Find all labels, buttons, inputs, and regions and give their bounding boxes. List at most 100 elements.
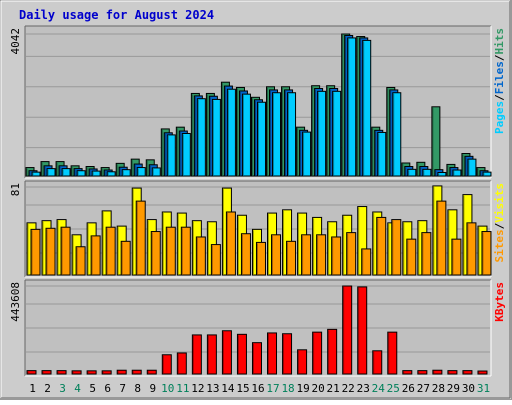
bar-pages-day-1	[31, 171, 41, 177]
bar-pages-day-20	[317, 90, 327, 177]
x-tick-label-day-15: 15	[236, 382, 249, 395]
bar-kbytes-day-30	[462, 370, 473, 375]
x-tick-label-day-2: 2	[44, 382, 51, 395]
bar-pages-day-6	[106, 171, 116, 177]
bar-pages-day-31	[482, 171, 492, 177]
bar-kbytes-day-3	[56, 370, 67, 375]
bar-sites-day-8	[135, 200, 146, 276]
x-tick-label-day-23: 23	[357, 382, 370, 395]
x-tick-label-day-28: 28	[432, 382, 445, 395]
legend-sites: Sites	[493, 229, 506, 262]
bar-sites-day-30	[466, 222, 477, 276]
x-tick-label-day-1: 1	[29, 382, 36, 395]
x-tick-label-day-21: 21	[327, 382, 340, 395]
bar-pages-day-28	[437, 171, 447, 177]
panel-visitors-ymax-label: 81	[9, 183, 22, 196]
x-tick-label-day-24: 24	[372, 382, 386, 395]
bar-pages-day-4	[76, 170, 86, 177]
bar-kbytes-day-16	[251, 342, 262, 375]
bar-kbytes-day-23	[357, 286, 368, 375]
x-axis-day-labels: 1 2 3 4 5 6 7 8 9 10 11 12 13 14 15 16 17 18 19 20 21 22 23 24 2…	[29, 382, 490, 395]
bar-pages-day-26	[407, 168, 417, 177]
x-tick-label-day-27: 27	[417, 382, 430, 395]
panel-kbytes-bars	[26, 285, 488, 375]
bar-kbytes-day-31	[477, 370, 488, 375]
bar-kbytes-day-28	[432, 369, 443, 375]
x-tick-label-day-25: 25	[387, 382, 400, 395]
panel-visitors-bars	[26, 185, 492, 276]
bar-sites-day-21	[331, 236, 342, 276]
bar-sites-day-29	[451, 238, 462, 276]
bar-pages-day-21	[332, 90, 342, 177]
bar-pages-day-3	[61, 168, 71, 177]
bar-sites-day-18	[286, 240, 297, 276]
x-tick-label-day-6: 6	[104, 382, 111, 395]
bar-kbytes-day-15	[236, 333, 247, 375]
bar-sites-day-28	[436, 200, 447, 276]
x-tick-label-day-10: 10	[161, 382, 174, 395]
bar-kbytes-day-11	[176, 352, 187, 375]
x-tick-label-day-17: 17	[266, 382, 279, 395]
bar-kbytes-day-6	[101, 370, 112, 375]
bar-sites-day-6	[105, 226, 116, 276]
bar-kbytes-day-19	[297, 349, 308, 375]
bar-pages-day-10	[166, 134, 176, 177]
legend-hits: Hits	[493, 28, 506, 55]
bar-sites-day-4	[75, 246, 86, 276]
bar-kbytes-day-17	[267, 332, 278, 375]
bar-kbytes-day-27	[417, 370, 428, 375]
bar-pages-day-15	[241, 93, 251, 177]
bar-pages-day-17	[272, 92, 282, 177]
bar-kbytes-day-7	[116, 369, 127, 375]
legend-separator: /	[493, 222, 506, 229]
bar-kbytes-day-14	[221, 330, 232, 375]
bar-sites-day-20	[316, 234, 327, 276]
bar-sites-day-10	[165, 226, 176, 276]
bar-kbytes-day-18	[282, 333, 293, 375]
bar-kbytes-day-2	[41, 370, 52, 375]
bar-pages-day-7	[121, 169, 131, 177]
bar-kbytes-day-1	[26, 370, 37, 375]
bar-sites-day-11	[180, 226, 191, 276]
bar-kbytes-day-20	[312, 331, 323, 375]
x-tick-label-day-14: 14	[221, 382, 235, 395]
bar-sites-day-3	[60, 226, 71, 276]
bar-pages-day-22	[347, 37, 357, 177]
x-tick-label-day-26: 26	[402, 382, 415, 395]
panel-kbytes-legend: KBytes	[493, 282, 506, 322]
bar-pages-day-11	[181, 132, 191, 177]
bar-pages-day-8	[136, 167, 146, 177]
legend-separator: /	[493, 94, 506, 101]
bar-sites-day-7	[120, 240, 131, 276]
bar-kbytes-day-4	[71, 370, 82, 375]
bar-sites-day-17	[271, 234, 282, 276]
panel-visitors-legend: Sites/Visits	[493, 183, 506, 263]
bar-sites-day-27	[421, 232, 432, 276]
x-tick-label-day-29: 29	[447, 382, 460, 395]
bar-kbytes-day-24	[372, 350, 383, 375]
bar-pages-day-12	[196, 98, 206, 177]
bar-kbytes-day-12	[191, 334, 202, 375]
bar-sites-day-2	[45, 227, 56, 276]
legend-visits: Visits	[493, 183, 506, 223]
x-tick-label-day-20: 20	[312, 382, 325, 395]
chart-title: Daily usage for August 2024	[19, 8, 214, 22]
bar-sites-day-23	[361, 248, 372, 276]
x-tick-label-day-12: 12	[191, 382, 204, 395]
x-tick-label-day-7: 7	[119, 382, 126, 395]
bar-kbytes-day-29	[447, 370, 458, 375]
bar-pages-day-5	[91, 170, 101, 177]
panel-traffic-ymax-label: 4042	[9, 28, 22, 55]
bar-kbytes-day-10	[161, 354, 172, 375]
x-tick-label-day-22: 22	[342, 382, 355, 395]
bar-kbytes-day-13	[206, 334, 217, 375]
legend-separator: /	[493, 54, 506, 61]
bar-sites-day-9	[150, 231, 161, 276]
bar-pages-day-18	[287, 92, 297, 177]
bar-sites-day-19	[301, 234, 312, 276]
panel-traffic-bars	[25, 33, 492, 177]
x-tick-label-day-5: 5	[89, 382, 96, 395]
bar-kbytes-day-5	[86, 370, 97, 375]
